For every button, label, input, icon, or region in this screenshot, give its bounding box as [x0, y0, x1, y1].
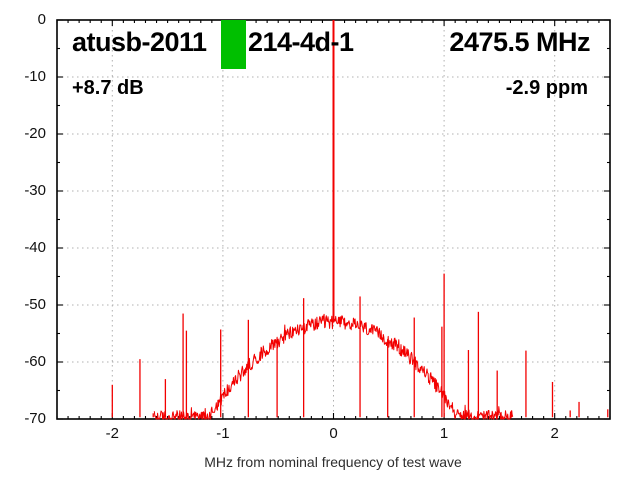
x-tick-label: -1 [216, 425, 230, 442]
chart-title-frequency: 2475.5 MHz [449, 27, 590, 57]
y-tick-label: -40 [24, 239, 46, 256]
y-tick-label: -60 [24, 353, 46, 370]
ppm-offset-label: -2.9 ppm [505, 77, 588, 99]
x-tick-label: 1 [439, 425, 449, 442]
x-axis-title: MHz from nominal frequency of test wave [204, 454, 462, 470]
y-tick-label: -30 [24, 182, 46, 199]
chart-title-device: atusb-2011 [72, 27, 207, 57]
y-tick-label: 0 [37, 11, 46, 28]
x-tick-label: -2 [105, 425, 119, 442]
y-tick-label: -20 [24, 125, 46, 142]
y-tick-label: -70 [24, 410, 46, 427]
y-tick-label: -50 [24, 296, 46, 313]
x-tick-label: 2 [550, 425, 559, 442]
chart-title-serial: 214-4d-1 [248, 27, 354, 57]
y-tick-label: -10 [24, 68, 46, 85]
green-marker [221, 20, 246, 69]
x-tick-label: 0 [329, 425, 338, 442]
gain-label: +8.7 dB [72, 77, 144, 99]
